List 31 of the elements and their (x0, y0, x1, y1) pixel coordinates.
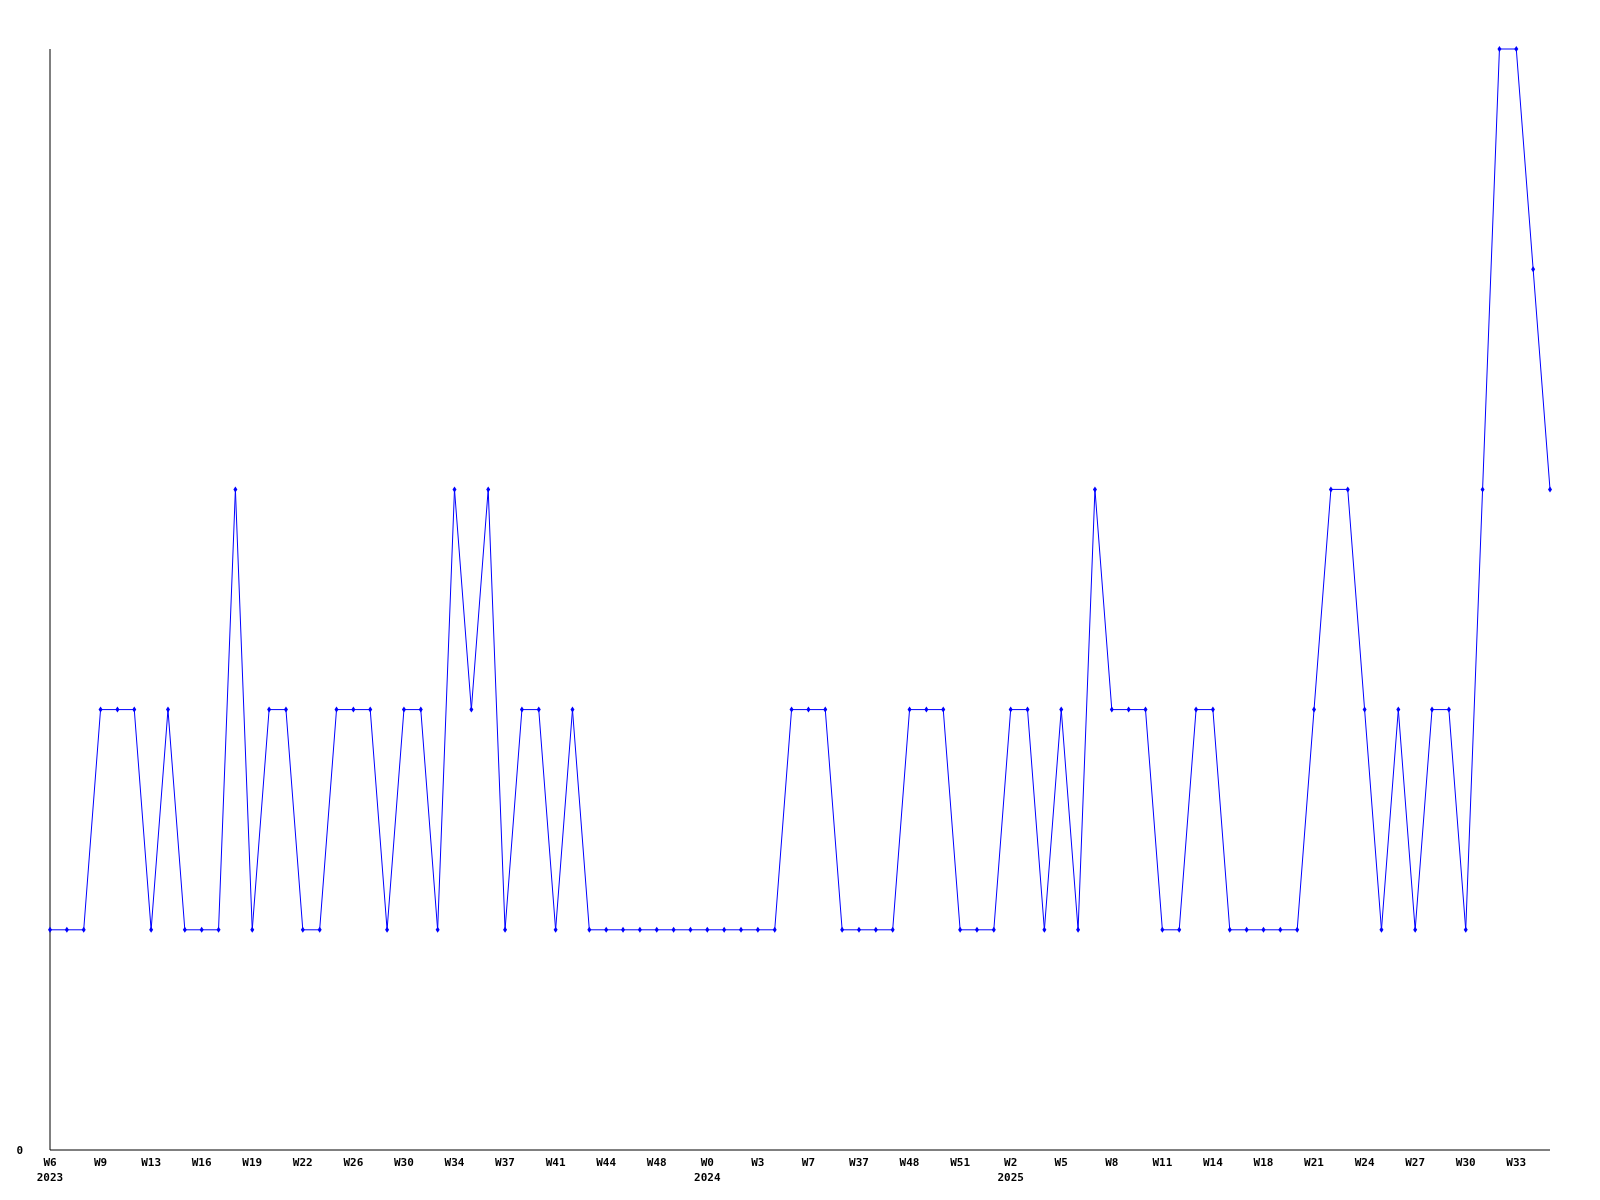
x-tick-label: W14 (1202, 1156, 1224, 1169)
x-tick-label: W16 (191, 1156, 212, 1169)
x-tick-label: W18 (1253, 1156, 1274, 1169)
x-tick-label: W30 (394, 1156, 414, 1169)
x-tick-label: W21 (1304, 1156, 1325, 1169)
x-tick-label: W7 (801, 1156, 816, 1169)
x-tick-label: W37 (849, 1156, 869, 1169)
x-tick-label: W27 (1405, 1156, 1426, 1169)
x-tick-label: W30 (1455, 1156, 1476, 1169)
x-tick-label: W26 (343, 1156, 364, 1169)
x-tick-label: W13 (141, 1156, 162, 1169)
x-tick-label: W6 2023 (36, 1156, 64, 1184)
x-tick-label: W2 2025 (997, 1156, 1024, 1184)
x-tick-label: W5 (1054, 1156, 1068, 1169)
x-tick-label: W44 (596, 1156, 617, 1169)
x-tick-label: W37 (495, 1156, 515, 1169)
x-tick-label: W0 2024 (694, 1156, 721, 1184)
x-tick-label: W8 (1105, 1156, 1119, 1169)
x-tick-label: W11 (1152, 1156, 1173, 1169)
x-tick-label: W3 (751, 1156, 765, 1169)
text: 0 (16, 1144, 23, 1157)
x-tick-label: W48 (899, 1156, 920, 1169)
x-tick-label: W24 (1354, 1156, 1375, 1169)
x-tick-label: W41 (545, 1156, 566, 1169)
x-tick-label: W51 (950, 1156, 971, 1169)
x-tick-label: W33 (1506, 1156, 1527, 1169)
x-tick-label: W22 (292, 1156, 313, 1169)
x-tick-label: W9 (93, 1156, 108, 1169)
x-tick-label: W34 (444, 1156, 465, 1169)
x-tick-label: W19 (242, 1156, 263, 1169)
x-tick-label: W48 (646, 1156, 667, 1169)
